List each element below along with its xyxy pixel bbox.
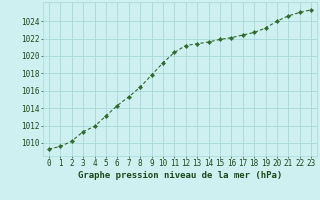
X-axis label: Graphe pression niveau de la mer (hPa): Graphe pression niveau de la mer (hPa) [78, 171, 282, 180]
